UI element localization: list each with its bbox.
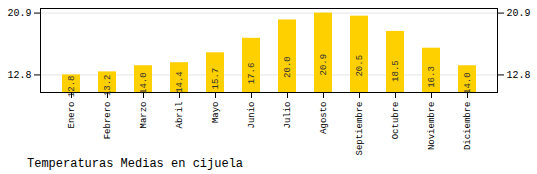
svg-text:15.7: 15.7 bbox=[211, 68, 221, 90]
svg-text:Agosto: Agosto bbox=[319, 102, 329, 134]
svg-text:13.2: 13.2 bbox=[103, 74, 113, 96]
svg-text:12.8: 12.8 bbox=[67, 76, 77, 98]
svg-text:Septiembre: Septiembre bbox=[355, 102, 365, 156]
svg-text:Enero: Enero bbox=[67, 102, 77, 129]
svg-text:16.3: 16.3 bbox=[427, 66, 437, 88]
svg-text:Mayo: Mayo bbox=[211, 102, 221, 124]
svg-text:Julio: Julio bbox=[283, 102, 293, 129]
svg-text:Febrero: Febrero bbox=[103, 102, 113, 140]
svg-text:12.8: 12.8 bbox=[507, 70, 531, 81]
svg-text:20.0: 20.0 bbox=[283, 56, 293, 78]
svg-text:18.5: 18.5 bbox=[391, 60, 401, 82]
svg-text:Noviembre: Noviembre bbox=[427, 102, 437, 151]
svg-text:Octubre: Octubre bbox=[391, 102, 401, 140]
svg-text:20.9: 20.9 bbox=[7, 8, 31, 19]
svg-text:14.4: 14.4 bbox=[175, 71, 185, 93]
svg-text:20.5: 20.5 bbox=[355, 55, 365, 77]
svg-text:Junio: Junio bbox=[247, 102, 257, 129]
svg-text:17.6: 17.6 bbox=[247, 63, 257, 85]
svg-text:Abril: Abril bbox=[175, 102, 185, 129]
html-text:Temperaturas Medias en cijuela: Temperaturas Medias en cijuela bbox=[27, 157, 243, 171]
svg-text:Diciembre: Diciembre bbox=[463, 102, 473, 151]
svg-text:20.9: 20.9 bbox=[319, 54, 329, 76]
svg-text:14.0: 14.0 bbox=[463, 72, 473, 94]
svg-text:Marzo: Marzo bbox=[139, 102, 149, 129]
svg-text:12.8: 12.8 bbox=[7, 70, 31, 81]
svg-text:14.0: 14.0 bbox=[139, 72, 149, 94]
svg-text:20.9: 20.9 bbox=[507, 8, 531, 19]
